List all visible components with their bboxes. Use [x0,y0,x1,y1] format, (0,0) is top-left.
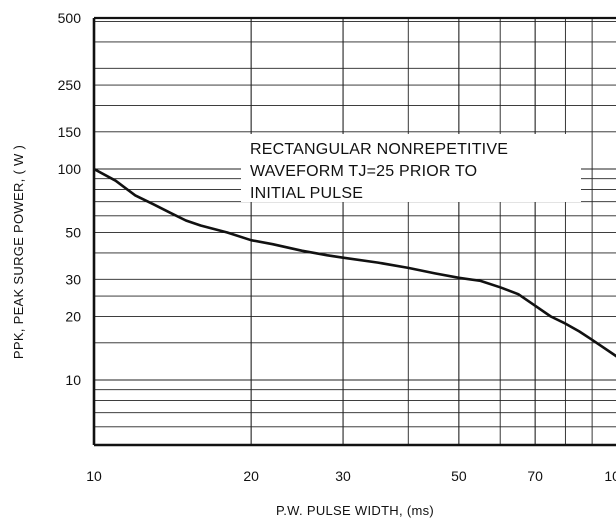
x-tick-label: 100 [604,468,616,484]
annotation-background [241,134,581,202]
annotation-line-2: WAVEFORM TJ=25 PRIOR TO [250,163,477,180]
grid [94,18,616,445]
y-tick-label: 10 [65,372,81,388]
x-axis-title: P.W. PULSE WIDTH, (ms) [276,503,434,518]
x-tick-label: 70 [527,468,543,484]
y-tick-label: 100 [58,161,82,177]
x-tick-label: 10 [86,468,102,484]
series-line-0 [94,167,616,358]
annotation-line-1: RECTANGULAR NONREPETITIVE [250,141,508,158]
y-tick-label: 20 [65,308,81,324]
annotation-box [241,134,581,202]
x-tick-label: 20 [243,468,259,484]
y-tick-labels: 500 250 150 100 50 30 20 10 [58,10,82,388]
y-tick-label: 50 [65,225,81,241]
y-axis-title: PPK, PEAK SURGE POWER, ( W ) [11,145,26,359]
x-tick-label: 30 [335,468,351,484]
x-tick-labels: 10 20 30 50 70 100 [86,468,616,484]
y-tick-label: 30 [65,271,81,287]
y-tick-label: 250 [58,77,82,93]
y-tick-label: 150 [58,124,82,140]
y-tick-label: 500 [58,10,82,26]
plot-frame [92,16,616,447]
annotation: RECTANGULAR NONREPETITIVE WAVEFORM TJ=25… [250,141,508,202]
series-layer [94,167,616,358]
annotation-line-3: INITIAL PULSE [250,185,363,202]
x-tick-label: 50 [451,468,467,484]
